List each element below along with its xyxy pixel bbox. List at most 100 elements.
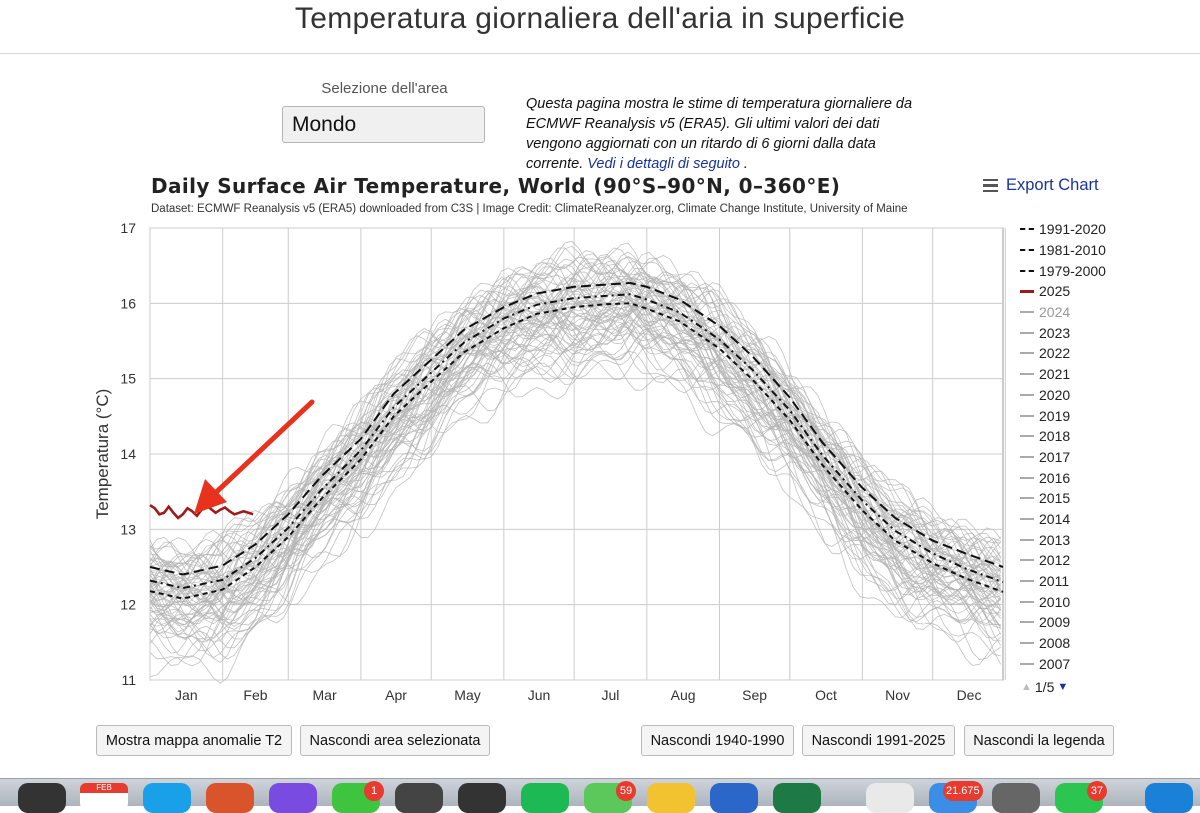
excel-icon[interactable] <box>773 783 821 813</box>
hide-1940-1990-button[interactable]: Nascondi 1940-1990 <box>641 725 794 756</box>
legend-label: 2007 <box>1039 655 1071 672</box>
legend-page-number: 1/5 <box>1034 679 1055 695</box>
skype-icon[interactable] <box>143 783 191 813</box>
legend-swatch <box>1020 455 1034 458</box>
legend-label: 2013 <box>1039 531 1071 548</box>
imovie-icon[interactable] <box>269 783 317 813</box>
intro-end: . <box>743 156 748 172</box>
legend-item-2016[interactable]: 2016 <box>1020 467 1150 488</box>
legend-swatch <box>1020 393 1034 396</box>
historic-year-line <box>149 255 1001 580</box>
y-tick-label: 15 <box>120 371 136 387</box>
legend-item-2014[interactable]: 2014 <box>1020 509 1150 530</box>
export-chart-button[interactable]: Export Chart <box>983 176 1099 195</box>
legend-item-2008[interactable]: 2008 <box>1020 633 1150 654</box>
legend-item-2024[interactable]: 2024 <box>1020 302 1150 323</box>
legend-label: 2020 <box>1039 386 1071 403</box>
calculator-icon[interactable] <box>395 783 443 813</box>
page-title: Temperatura giornaliera dell'aria in sup… <box>294 2 906 35</box>
photo-booth-icon[interactable] <box>458 783 506 813</box>
area-selection-label: Selezione dell'area <box>321 80 448 97</box>
legend-item-2017[interactable]: 2017 <box>1020 447 1150 468</box>
area-select-dropdown[interactable]: Mondo <box>282 106 485 143</box>
x-tick-label: Feb <box>243 687 267 703</box>
system-settings-icon[interactable] <box>992 783 1040 813</box>
legend-label: 2019 <box>1039 407 1071 424</box>
y-tick-label: 14 <box>120 446 136 462</box>
legend-prev-icon[interactable]: ▲ <box>1021 681 1032 693</box>
legend-label: 2015 <box>1039 490 1071 507</box>
legend-item-2009[interactable]: 2009 <box>1020 612 1150 633</box>
legend-next-icon[interactable]: ▼ <box>1057 681 1069 693</box>
legend-item-2012[interactable]: 2012 <box>1020 550 1150 571</box>
legend-swatch <box>1020 517 1034 520</box>
legend-item-1991-2020[interactable]: 1991-2020 <box>1020 219 1150 240</box>
legend-item-1981-2010[interactable]: 1981-2010 <box>1020 240 1150 261</box>
facetime-icon[interactable]: 1 <box>332 781 384 813</box>
y-tick-label: 16 <box>120 295 136 311</box>
legend-swatch <box>1020 559 1034 562</box>
legend-label: 2017 <box>1039 448 1071 465</box>
export-chart-label: Export Chart <box>1006 176 1099 194</box>
word-icon[interactable] <box>710 783 758 813</box>
legend-label: 2016 <box>1039 469 1071 486</box>
legend-swatch <box>1020 373 1034 376</box>
x-tick-label: Jul <box>602 687 620 703</box>
legend-item-2010[interactable]: 2010 <box>1020 591 1150 612</box>
legend-swatch <box>1020 269 1034 272</box>
x-tick-label: Oct <box>815 687 837 703</box>
x-tick-label: Jun <box>528 687 551 703</box>
legend-swatch <box>1020 621 1034 624</box>
legend-swatch <box>1020 476 1034 479</box>
spotify-icon[interactable] <box>521 783 569 813</box>
series-line-1991-2020 <box>149 281 1004 576</box>
legend-item-2021[interactable]: 2021 <box>1020 364 1150 385</box>
hide-1991-2025-button[interactable]: Nascondi 1991-2025 <box>802 725 955 756</box>
chart-legend: 1991-2020 1981-2010 1979-2000 2025 2024 2023 2… <box>1020 219 1150 674</box>
legend-swatch <box>1020 331 1034 334</box>
series-line-1981-2010 <box>149 293 1004 590</box>
legend-item-2011[interactable]: 2011 <box>1020 571 1150 592</box>
x-tick-label: Sep <box>742 687 767 703</box>
legend-item-2025[interactable]: 2025 <box>1020 281 1150 302</box>
hide-legend-button[interactable]: Nascondi la legenda <box>964 725 1114 756</box>
historic-year-line <box>149 308 1002 610</box>
y-tick-label: 11 <box>121 672 136 688</box>
legend-swatch <box>1020 352 1034 355</box>
intro-text: Questa pagina mostra le stime di tempera… <box>526 96 913 172</box>
legend-item-2013[interactable]: 2013 <box>1020 529 1150 550</box>
y-axis-label: Temperatura (°C) <box>93 389 112 520</box>
legend-item-2007[interactable]: 2007 <box>1020 653 1150 674</box>
whatsapp-icon[interactable]: 37 <box>1055 781 1107 813</box>
safari-icon[interactable] <box>1145 783 1193 813</box>
details-link[interactable]: Vedi i dettagli di seguito <box>587 156 740 172</box>
legend-swatch <box>1020 228 1034 231</box>
menu-icon <box>983 178 998 193</box>
legend-label: 2010 <box>1039 593 1071 610</box>
legend-item-2023[interactable]: 2023 <box>1020 322 1150 343</box>
legend-item-2019[interactable]: 2019 <box>1020 405 1150 426</box>
facetime-badge: 1 <box>364 781 384 801</box>
show-anomaly-map-button[interactable]: Mostra mappa anomalie T2 <box>96 725 292 756</box>
historic-year-line <box>149 266 1001 604</box>
photo-app-icon[interactable] <box>18 783 66 813</box>
legend-swatch <box>1020 662 1034 665</box>
messages-icon[interactable]: 59 <box>584 781 636 813</box>
legend-item-1979-2000[interactable]: 1979-2000 <box>1020 260 1150 281</box>
historic-year-line <box>149 258 1002 586</box>
legend-item-2020[interactable]: 2020 <box>1020 385 1150 406</box>
legend-item-2015[interactable]: 2015 <box>1020 488 1150 509</box>
chrome-icon[interactable] <box>866 783 914 813</box>
legend-item-2022[interactable]: 2022 <box>1020 343 1150 364</box>
mail-icon[interactable]: 21.675 <box>929 781 983 813</box>
title-divider <box>0 53 1200 54</box>
powerpoint-icon[interactable] <box>206 783 254 813</box>
mail-badge: 21.675 <box>943 781 983 801</box>
legend-swatch <box>1020 538 1034 541</box>
calendar-icon[interactable]: FEB <box>80 783 128 813</box>
historic-year-line <box>149 327 1002 630</box>
series-line-1979-2000 <box>149 302 1004 600</box>
hide-selected-area-button[interactable]: Nascondi area selezionata <box>300 725 490 756</box>
launchpad-icon[interactable] <box>647 783 695 813</box>
legend-item-2018[interactable]: 2018 <box>1020 426 1150 447</box>
